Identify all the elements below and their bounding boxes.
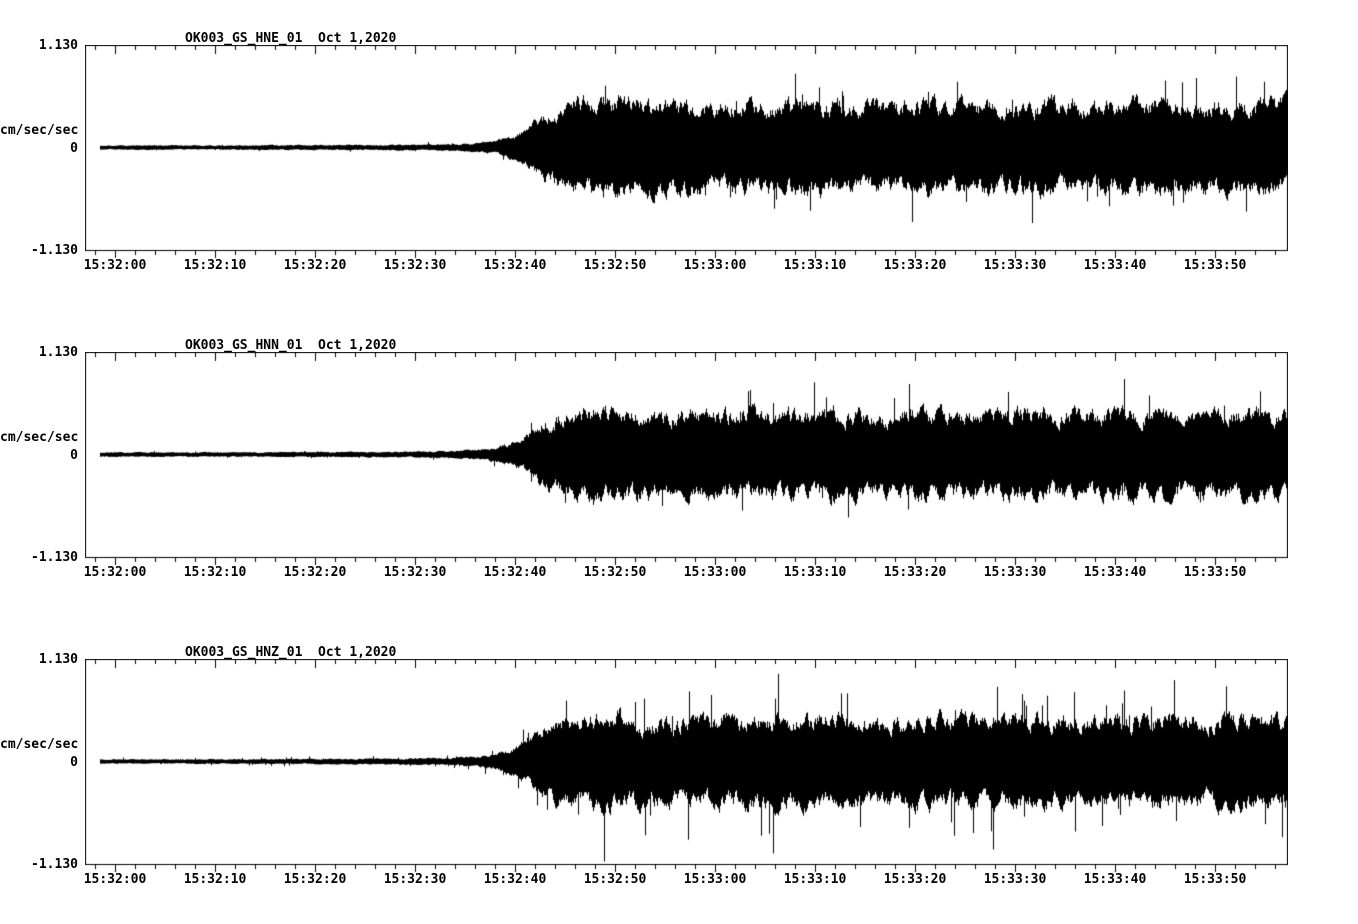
x-tick-label: 15:32:00 — [83, 258, 147, 273]
x-tick-label: 15:33:40 — [1083, 565, 1147, 580]
y-axis-unit-label: cm/sec/sec — [0, 123, 79, 138]
x-tick-label: 15:33:40 — [1083, 258, 1147, 273]
seismogram-trace-hnn — [85, 352, 1288, 566]
x-tick-label: 15:32:20 — [283, 258, 347, 273]
y-axis-zero-label: 0 — [70, 448, 78, 463]
x-tick-label: 15:32:30 — [383, 258, 447, 273]
chart-title-hnz: OK003_GS_HNZ_01 Oct 1,2020 — [185, 645, 397, 660]
x-tick-label: 15:32:00 — [83, 565, 147, 580]
seismogram-panel-hnz: OK003_GS_HNZ_01 Oct 1,2020 1.130 cm/sec/… — [0, 624, 1358, 924]
y-axis-zero-label: 0 — [70, 141, 78, 156]
x-tick-label: 15:33:50 — [1183, 565, 1247, 580]
x-tick-label: 15:32:10 — [183, 565, 247, 580]
x-tick-label: 15:33:30 — [983, 565, 1047, 580]
x-tick-label: 15:33:30 — [983, 258, 1047, 273]
x-tick-label: 15:32:30 — [383, 565, 447, 580]
x-tick-label: 15:32:30 — [383, 872, 447, 887]
seismogram-trace-hnz — [85, 659, 1288, 873]
x-tick-label: 15:33:10 — [783, 258, 847, 273]
seismogram-panel-hne: OK003_GS_HNE_01 Oct 1,2020 1.130 cm/sec/… — [0, 10, 1358, 310]
x-tick-label: 15:32:40 — [483, 258, 547, 273]
y-axis-min-label: -1.130 — [31, 243, 78, 258]
x-tick-label: 15:32:40 — [483, 872, 547, 887]
x-axis-2: 15:32:00 15:32:10 15:32:20 15:32:30 15:32:40… — [0, 872, 1358, 888]
x-tick-label: 15:33:50 — [1183, 258, 1247, 273]
seismogram-trace-hne — [85, 45, 1288, 259]
x-tick-label: 15:33:00 — [683, 258, 747, 273]
y-axis-min-label: -1.130 — [31, 550, 78, 565]
y-axis-zero-label: 0 — [70, 755, 78, 770]
x-tick-label: 15:32:10 — [183, 872, 247, 887]
x-tick-label: 15:33:10 — [783, 565, 847, 580]
x-tick-label: 15:32:10 — [183, 258, 247, 273]
x-tick-label: 15:32:50 — [583, 258, 647, 273]
x-tick-label: 15:32:00 — [83, 872, 147, 887]
y-axis-max-label: 1.130 — [38, 345, 78, 360]
x-tick-label: 15:33:20 — [883, 872, 947, 887]
x-tick-label: 15:33:00 — [683, 872, 747, 887]
x-tick-label: 15:33:00 — [683, 565, 747, 580]
x-tick-label: 15:33:40 — [1083, 872, 1147, 887]
y-axis-min-label: -1.130 — [31, 857, 78, 872]
y-axis-max-label: 1.130 — [38, 38, 78, 53]
x-tick-label: 15:33:30 — [983, 872, 1047, 887]
x-tick-label: 15:32:40 — [483, 565, 547, 580]
x-axis-0: 15:32:00 15:32:10 15:32:20 15:32:30 15:32:40… — [0, 258, 1358, 274]
chart-title-hnn: OK003_GS_HNN_01 Oct 1,2020 — [185, 338, 397, 353]
y-axis-max-label: 1.130 — [38, 652, 78, 667]
seismogram-panel-hnn: OK003_GS_HNN_01 Oct 1,2020 1.130 cm/sec/… — [0, 317, 1358, 617]
y-axis-unit-label: cm/sec/sec — [0, 430, 79, 445]
x-tick-label: 15:33:20 — [883, 258, 947, 273]
x-tick-label: 15:32:50 — [583, 872, 647, 887]
x-tick-label: 15:32:50 — [583, 565, 647, 580]
y-axis-unit-label: cm/sec/sec — [0, 737, 79, 752]
x-tick-label: 15:33:50 — [1183, 872, 1247, 887]
chart-title-hne: OK003_GS_HNE_01 Oct 1,2020 — [185, 31, 397, 46]
x-tick-label: 15:32:20 — [283, 872, 347, 887]
x-tick-label: 15:33:20 — [883, 565, 947, 580]
x-axis-1: 15:32:00 15:32:10 15:32:20 15:32:30 15:32:40… — [0, 565, 1358, 581]
x-tick-label: 15:32:20 — [283, 565, 347, 580]
x-tick-label: 15:33:10 — [783, 872, 847, 887]
